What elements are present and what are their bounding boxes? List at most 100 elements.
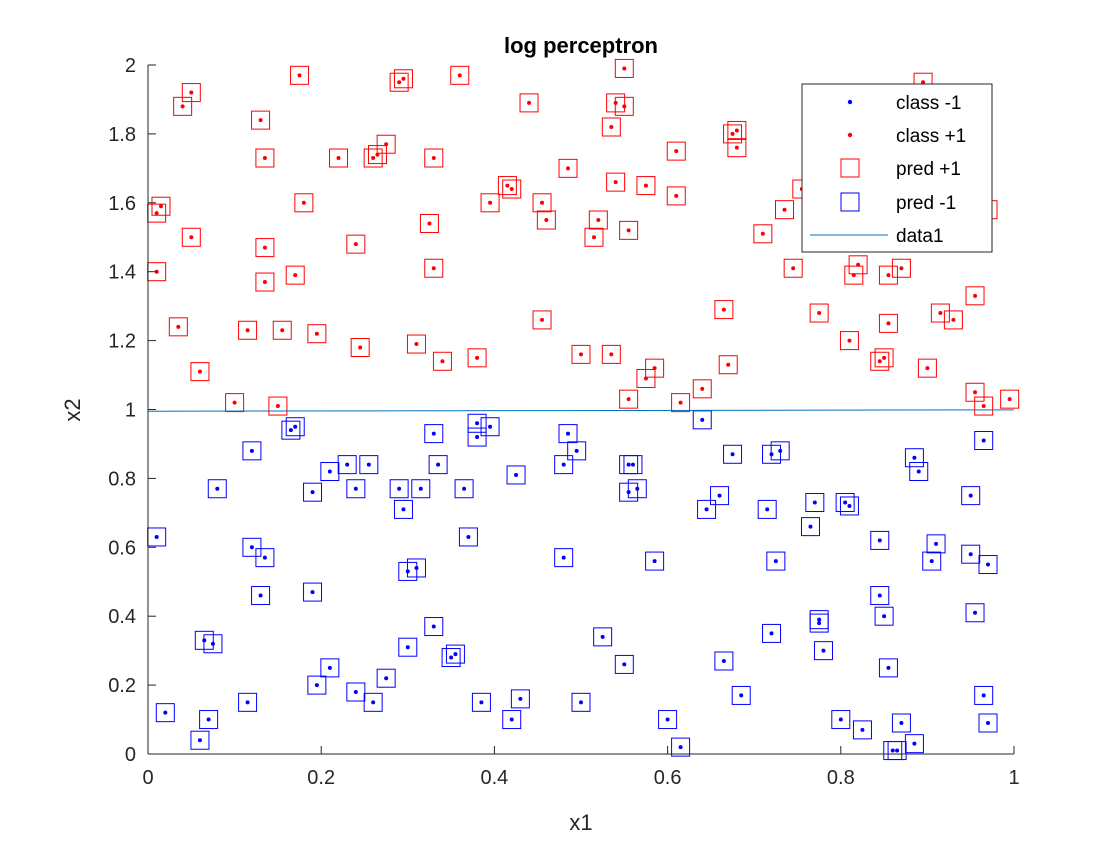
class-neg-point [249,545,254,550]
class-neg-point [262,555,267,560]
pred-pos-marker [389,72,409,92]
class-neg-point [678,745,683,750]
pred-neg-marker [376,668,396,688]
pred-neg-marker [961,544,981,564]
pred-pos-marker [238,320,258,340]
class-pos-point [457,73,462,78]
class-neg-point [249,448,254,453]
class-neg-point [890,748,895,753]
class-neg-point [574,448,579,453]
class-pos-point [232,400,237,405]
x-tick-label: 0.8 [827,767,855,789]
class-pos-point [981,404,986,409]
legend-label-pred-pos: pred +1 [896,159,961,180]
legend-label-class-pos: class +1 [896,126,966,147]
pred-neg-marker [922,551,942,571]
class-pos-point [262,245,267,250]
pred-neg-marker [238,692,258,712]
pred-pos-marker [619,389,639,409]
pred-pos-marker [285,265,305,285]
class-neg-point [968,493,973,498]
pred-neg-marker [870,530,890,550]
class-neg-point [860,727,865,732]
class-neg-point [215,486,220,491]
pred-neg-marker [723,444,743,464]
class-neg-point [414,565,419,570]
pred-neg-marker [904,734,924,754]
pred-pos-marker [775,200,795,220]
class-pos-point [643,183,648,188]
class-neg-point [821,648,826,653]
pred-pos-marker [974,396,994,416]
pred-pos-marker [424,258,444,278]
legend-marker-class-neg [847,99,853,105]
legend-marker-pred-pos [840,158,860,178]
pred-neg-marker [831,710,851,730]
class-neg-point [514,472,519,477]
pred-pos-marker [350,337,370,357]
class-neg-point [700,417,705,422]
pred-neg-marker [870,586,890,606]
pred-pos-marker [294,193,314,213]
class-neg-point [405,645,410,650]
class-neg-point [488,424,493,429]
pred-neg-marker [337,455,357,475]
pred-neg-marker [346,682,366,702]
pred-pos-marker [272,320,292,340]
class-pos-point [1007,397,1012,402]
class-pos-point [358,345,363,350]
pred-pos-marker [532,310,552,330]
pred-pos-marker [727,138,747,158]
pred-pos-marker [878,265,898,285]
class-pos-point [899,266,904,271]
x-tick-label: 0.2 [307,767,335,789]
class-neg-point [812,500,817,505]
class-neg-point [475,421,480,426]
pred-pos-marker [532,193,552,213]
x-tick-label: 1 [1008,767,1019,789]
pred-neg-marker [809,613,829,633]
pred-neg-marker [874,606,894,626]
pred-neg-marker [363,692,383,712]
pred-pos-marker [870,351,890,371]
pred-pos-marker [168,317,188,337]
pred-neg-marker [458,527,478,547]
class-pos-point [678,400,683,405]
class-pos-point [488,200,493,205]
pred-pos-marker [290,65,310,85]
pred-pos-marker [502,179,522,199]
class-neg-point [371,700,376,705]
class-pos-point [726,362,731,367]
class-pos-point [158,204,163,209]
class-pos-point [782,207,787,212]
pred-pos-marker [181,227,201,247]
class-neg-point [899,720,904,725]
pred-pos-marker [753,224,773,244]
pred-neg-marker [203,634,223,654]
pred-neg-marker [506,465,526,485]
pred-pos-marker [450,65,470,85]
x-axis-label: x1 [569,810,592,835]
pred-neg-marker [961,486,981,506]
y-tick-label: 2 [125,55,136,77]
class-pos-point [925,366,930,371]
class-neg-point [310,590,315,595]
class-neg-point [929,559,934,564]
class-neg-point [704,507,709,512]
class-pos-point [505,183,510,188]
class-neg-point [778,448,783,453]
class-neg-point [418,486,423,491]
pred-neg-marker [281,420,301,440]
class-neg-point [431,431,436,436]
pred-neg-marker [320,462,340,482]
class-neg-point [886,665,891,670]
pred-pos-marker [251,110,271,130]
pred-pos-marker [571,344,591,364]
class-neg-point [895,748,900,753]
class-pos-point [626,228,631,233]
pred-pos-marker [1000,389,1020,409]
legend: class -1 class +1 pred +1 pred -1 data1 [801,83,993,253]
class-neg-point [739,693,744,698]
pred-neg-marker [471,692,491,712]
